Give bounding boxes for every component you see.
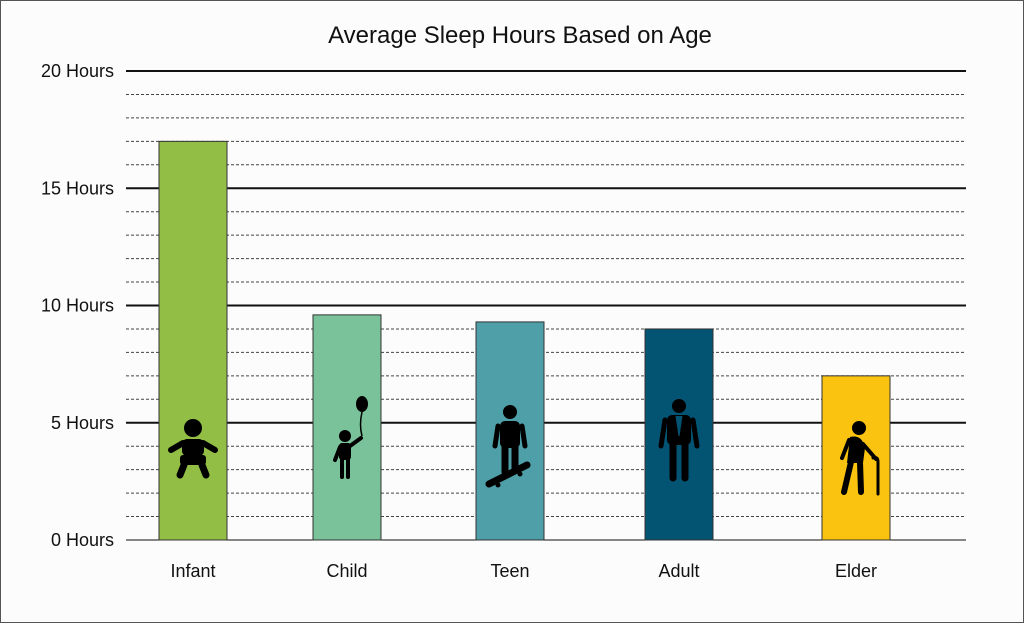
y-tick-label: 20 Hours <box>41 61 114 81</box>
y-axis-tick-labels: 0 Hours 5 Hours 10 Hours 15 Hours 20 Hours <box>41 61 114 550</box>
x-tick-label: Infant <box>170 561 215 581</box>
bar-child <box>312 314 382 541</box>
y-tick-label: 0 Hours <box>51 530 114 550</box>
x-tick-label: Teen <box>490 561 529 581</box>
bar-infant <box>158 140 228 541</box>
y-tick-label: 10 Hours <box>41 296 114 316</box>
x-tick-label: Elder <box>835 561 877 581</box>
teen-skateboard-icon <box>485 405 531 488</box>
baby-icon <box>168 419 218 479</box>
y-tick-label: 5 Hours <box>51 413 114 433</box>
child-with-balloon-icon <box>333 396 368 479</box>
chart-title: Average Sleep Hours Based on Age <box>328 22 712 49</box>
adult-tie-icon <box>658 399 700 482</box>
y-tick-label: 15 Hours <box>41 178 114 198</box>
bar-icons <box>168 396 880 496</box>
x-tick-label: Adult <box>658 561 699 581</box>
bars <box>158 140 891 541</box>
elder-cane-icon <box>840 421 880 496</box>
x-axis-tick-labels: Infant Child Teen Adult Elder <box>170 561 877 581</box>
x-tick-label: Child <box>326 561 367 581</box>
